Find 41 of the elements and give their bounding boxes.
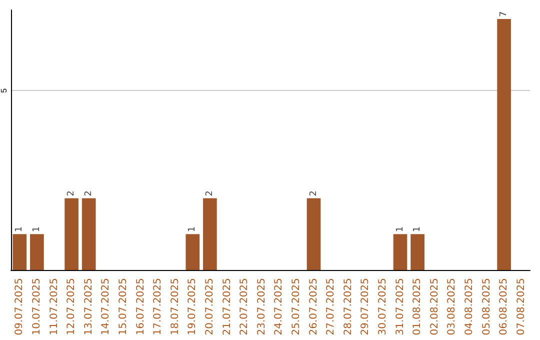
x-tick-label: 11.07.2025 (48, 278, 60, 336)
x-tick-label: 01.08.2025 (412, 278, 424, 336)
data-label: 7 (499, 11, 510, 17)
data-label: 2 (66, 190, 77, 196)
y-tick-label: 5 (0, 88, 8, 93)
data-label: 1 (14, 226, 25, 232)
x-tick-label: 13.07.2025 (83, 278, 94, 336)
x-tick-label: 02.08.2025 (429, 278, 440, 336)
data-label: 1 (188, 226, 198, 232)
x-tick-label: 22.07.2025 (239, 278, 250, 336)
x-tick-label: 18.07.2025 (170, 278, 181, 336)
data-label: 2 (84, 190, 94, 196)
x-tick-label: 31.07.2025 (394, 278, 406, 336)
x-tick-label: 28.07.2025 (342, 278, 354, 336)
x-tick-label: 24.07.2025 (274, 278, 285, 336)
x-tick-label: 30.07.2025 (377, 278, 388, 336)
x-tick-label: 03.08.2025 (446, 278, 458, 336)
x-tick-label: 17.07.2025 (152, 278, 164, 336)
x-tick-label: 15.07.2025 (118, 278, 129, 336)
x-tick-label: 29.07.2025 (360, 278, 372, 336)
x-tick-label: 21.07.2025 (222, 278, 233, 336)
x-tick-label: 20.07.2025 (204, 278, 216, 336)
x-tick-label: 16.07.2025 (135, 278, 146, 336)
data-label: 2 (204, 190, 215, 196)
x-tick-label: 14.07.2025 (100, 278, 112, 336)
x-tick-label: 05.08.2025 (481, 278, 492, 336)
data-label: 1 (395, 226, 406, 232)
data-label: 2 (308, 190, 319, 196)
x-tick-label: 25.07.2025 (290, 278, 302, 336)
x-tick-label: 04.08.2025 (464, 278, 475, 336)
x-tick-label: 26.07.2025 (308, 278, 320, 336)
x-tick-label: 27.07.2025 (326, 278, 337, 336)
data-label: 1 (412, 226, 423, 232)
x-tick-label: 09.07.2025 (14, 278, 26, 336)
x-tick-label: 06.08.2025 (498, 278, 510, 336)
x-tick-label: 23.07.2025 (256, 278, 268, 336)
x-tick-label: 19.07.2025 (187, 278, 198, 336)
x-tick-label: 07.08.2025 (516, 278, 527, 336)
x-tick-label: 10.07.2025 (31, 278, 42, 336)
data-label: 1 (32, 226, 42, 232)
x-tick-label: 12.07.2025 (66, 278, 78, 336)
